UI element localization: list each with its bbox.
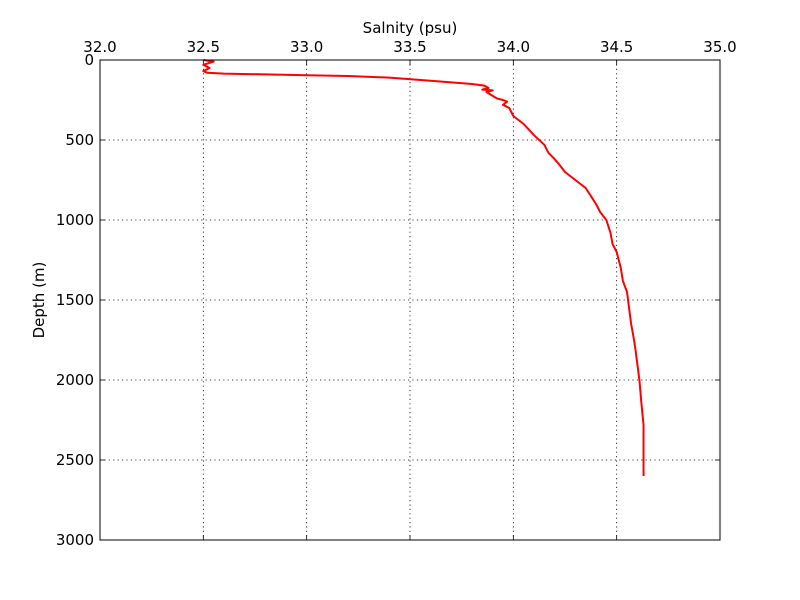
y-tick-label: 3000 <box>56 531 94 549</box>
salinity-profile-line <box>202 59 645 476</box>
y-tick-label: 1000 <box>56 211 94 229</box>
x-tick-label: 32.0 <box>83 38 116 56</box>
x-tick-label: 34.0 <box>497 38 530 56</box>
x-tick-label: 35.0 <box>703 38 736 56</box>
grid-layer <box>100 60 720 540</box>
y-tick-label: 0 <box>84 51 94 69</box>
x-tick-label: 33.0 <box>290 38 323 56</box>
x-tick-label: 33.5 <box>393 38 426 56</box>
y-tick-label: 1500 <box>56 291 94 309</box>
x-axis-label: Salnity (psu) <box>363 19 458 37</box>
y-tick-label: 2500 <box>56 451 94 469</box>
plot-frame <box>99 59 721 541</box>
y-tick-label: 2000 <box>56 371 94 389</box>
tick-layer: 32.0 32.5 33.0 33.5 34.0 34.5 35.0 0 500 1000 1500… <box>56 38 737 549</box>
series-layer <box>202 59 645 476</box>
x-tick-label: 34.5 <box>600 38 633 56</box>
x-tick-label: 32.5 <box>187 38 220 56</box>
y-axis-label: Depth (m) <box>30 262 48 339</box>
y-tick-label: 500 <box>65 131 94 149</box>
